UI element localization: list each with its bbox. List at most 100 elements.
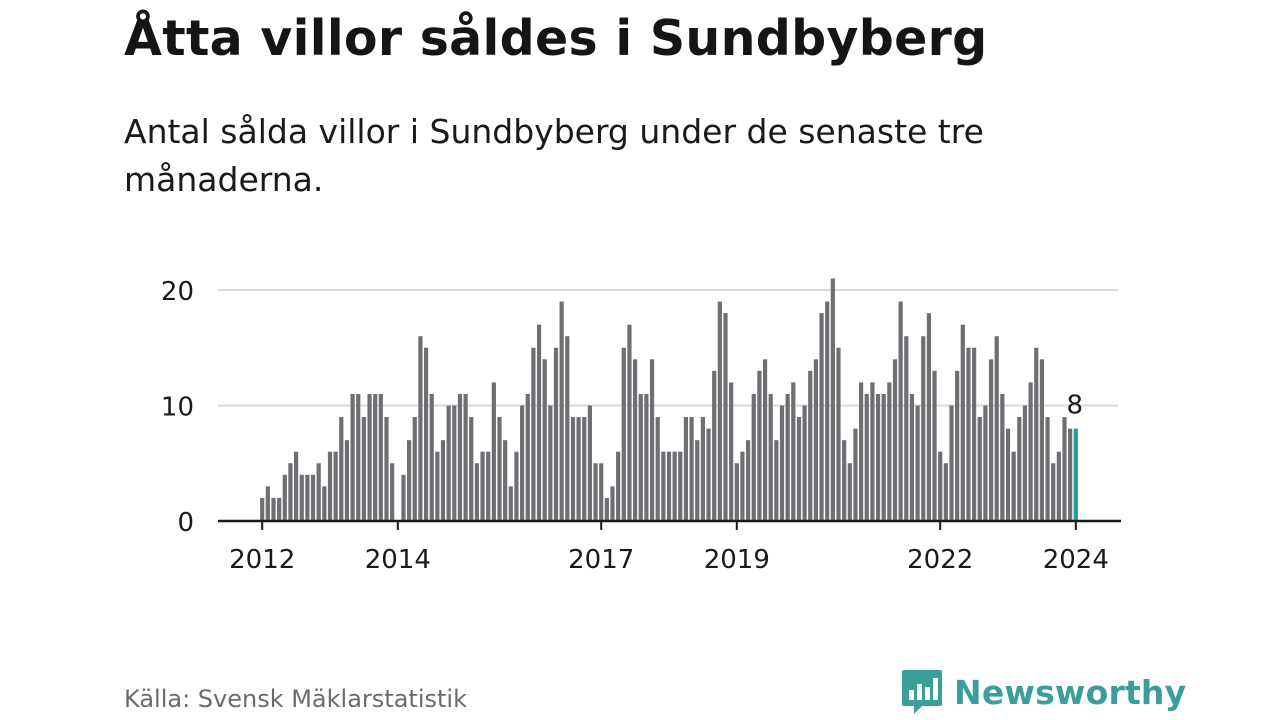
bar bbox=[774, 440, 779, 521]
bar bbox=[593, 463, 598, 521]
bar bbox=[706, 428, 711, 521]
bar bbox=[757, 370, 762, 521]
brand-name: Newsworthy bbox=[954, 672, 1187, 712]
x-tick-label: 2024 bbox=[1043, 545, 1109, 575]
bar bbox=[435, 451, 440, 521]
bar bbox=[610, 486, 615, 521]
bar bbox=[740, 451, 745, 521]
bar bbox=[407, 440, 412, 521]
bar bbox=[271, 497, 276, 521]
bar bbox=[734, 463, 739, 521]
bar bbox=[723, 313, 728, 521]
bar bbox=[503, 440, 508, 521]
bar bbox=[536, 324, 542, 521]
bar bbox=[491, 382, 496, 521]
bar bbox=[966, 347, 971, 521]
bar bbox=[842, 440, 847, 521]
bar bbox=[915, 405, 920, 521]
chart-title: Åtta villor såldes i Sundbyberg bbox=[124, 10, 988, 67]
bar bbox=[802, 405, 807, 521]
bar bbox=[819, 313, 824, 521]
bar bbox=[977, 417, 982, 521]
bar bbox=[480, 451, 485, 521]
bar bbox=[384, 417, 389, 521]
bar bbox=[892, 359, 898, 521]
bar bbox=[1073, 428, 1078, 521]
gridlines bbox=[218, 289, 1118, 407]
bar bbox=[859, 382, 864, 521]
bar bbox=[322, 486, 327, 521]
bar bbox=[486, 451, 491, 521]
bar bbox=[457, 393, 463, 521]
bar bbox=[994, 336, 999, 521]
bar bbox=[627, 324, 632, 521]
bar bbox=[1045, 417, 1050, 521]
bar bbox=[339, 417, 344, 521]
bar bbox=[604, 497, 609, 521]
bar bbox=[717, 301, 722, 521]
data-label: 8 bbox=[1067, 391, 1084, 421]
bar bbox=[452, 405, 457, 521]
bar bbox=[909, 393, 915, 521]
bar bbox=[785, 393, 790, 521]
bar bbox=[282, 474, 287, 521]
bar bbox=[497, 417, 502, 521]
bar bbox=[531, 347, 536, 521]
bar bbox=[633, 359, 638, 521]
bar bbox=[299, 474, 304, 521]
bar bbox=[853, 428, 858, 521]
bar bbox=[542, 359, 547, 521]
bar bbox=[779, 405, 785, 521]
bar bbox=[429, 393, 434, 521]
source-note: Källa: Svensk Mäklarstatistik bbox=[124, 685, 467, 713]
bar bbox=[655, 417, 660, 521]
bar bbox=[423, 347, 429, 521]
bar bbox=[825, 301, 830, 521]
bar bbox=[666, 451, 672, 521]
bar bbox=[412, 417, 417, 521]
bar bbox=[904, 336, 909, 521]
bar bbox=[378, 393, 383, 521]
bar bbox=[938, 451, 943, 521]
bar bbox=[559, 301, 564, 521]
bar bbox=[570, 417, 576, 521]
bar bbox=[1056, 451, 1061, 521]
bar bbox=[898, 301, 903, 521]
bar bbox=[327, 451, 333, 521]
bar bbox=[661, 451, 666, 521]
bar bbox=[305, 474, 310, 521]
bar bbox=[520, 405, 525, 521]
bar bbox=[762, 359, 768, 521]
bar bbox=[768, 393, 773, 521]
bar bbox=[440, 440, 446, 521]
bar bbox=[949, 405, 954, 521]
bar bbox=[847, 463, 852, 521]
bar bbox=[1000, 393, 1005, 521]
bar bbox=[599, 463, 604, 521]
bar bbox=[565, 336, 570, 521]
bar bbox=[294, 451, 299, 521]
y-tick-label: 20 bbox=[161, 277, 194, 307]
bar bbox=[870, 382, 875, 521]
bar bbox=[881, 393, 886, 521]
bar bbox=[401, 474, 406, 521]
bar bbox=[700, 417, 705, 521]
bar bbox=[695, 440, 700, 521]
bar bbox=[712, 370, 717, 521]
bar bbox=[1005, 428, 1011, 521]
bar bbox=[887, 382, 892, 521]
bar bbox=[576, 417, 581, 521]
bar bbox=[288, 463, 293, 521]
bar bbox=[277, 497, 282, 521]
bar bbox=[373, 393, 378, 521]
bar-chart: 0 10 20 2012 2014 2017 2019 2022 2024 8 bbox=[161, 277, 1121, 575]
bar bbox=[875, 393, 881, 521]
bar bbox=[836, 347, 841, 521]
brand-logo: Newsworthy bbox=[900, 668, 1186, 716]
bar bbox=[960, 324, 965, 521]
bar bbox=[367, 393, 372, 521]
bar bbox=[1022, 405, 1028, 521]
bar bbox=[1051, 463, 1056, 521]
bar bbox=[316, 463, 321, 521]
y-tick-label: 0 bbox=[177, 508, 194, 538]
